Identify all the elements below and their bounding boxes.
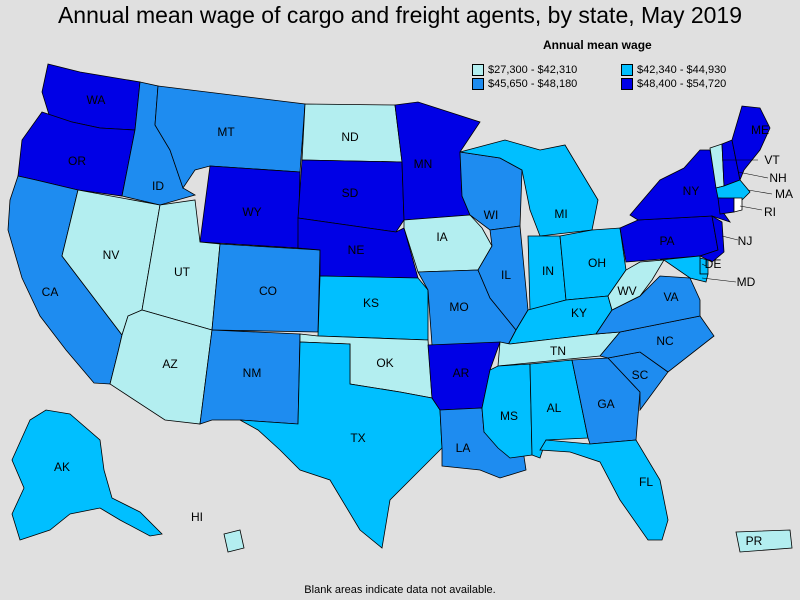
callout-line-de bbox=[701, 263, 707, 267]
label-CA: CA bbox=[42, 285, 59, 299]
label-NJ: NJ bbox=[738, 234, 753, 248]
label-TX: TX bbox=[350, 431, 365, 445]
label-AR: AR bbox=[453, 366, 470, 380]
label-MD: MD bbox=[737, 275, 756, 289]
label-AL: AL bbox=[547, 401, 562, 415]
label-MN: MN bbox=[414, 157, 433, 171]
label-NH: NH bbox=[769, 171, 786, 185]
legend-item-tier-1: $27,300 - $42,310 bbox=[472, 63, 577, 77]
label-HI: HI bbox=[191, 510, 203, 524]
state-KS[interactable] bbox=[317, 275, 429, 341]
label-KY: KY bbox=[571, 306, 587, 320]
label-AZ: AZ bbox=[162, 357, 177, 371]
label-MI: MI bbox=[554, 207, 567, 221]
callout-line-nh bbox=[737, 171, 769, 179]
state-IL[interactable] bbox=[477, 225, 529, 331]
legend-swatch-tier-2 bbox=[621, 64, 633, 76]
label-MT: MT bbox=[217, 125, 235, 139]
label-ME: ME bbox=[751, 123, 769, 137]
label-OH: OH bbox=[588, 256, 606, 270]
state-MD[interactable] bbox=[659, 255, 709, 283]
label-MO: MO bbox=[449, 300, 468, 314]
label-NY: NY bbox=[683, 184, 700, 198]
label-NV: NV bbox=[103, 248, 120, 262]
label-NM: NM bbox=[243, 366, 262, 380]
label-WA: WA bbox=[87, 93, 106, 107]
state-FL[interactable] bbox=[539, 439, 669, 541]
label-WI: WI bbox=[484, 208, 499, 222]
legend-swatch-tier-4 bbox=[621, 78, 633, 90]
state-AK[interactable] bbox=[11, 409, 163, 541]
label-AK: AK bbox=[54, 460, 70, 474]
label-ND: ND bbox=[341, 130, 359, 144]
state-MI[interactable] bbox=[459, 139, 599, 237]
legend-swatch-tier-1 bbox=[472, 64, 484, 76]
label-SC: SC bbox=[632, 368, 649, 382]
legend-title: Annual mean wage bbox=[543, 38, 652, 52]
state-HI[interactable] bbox=[223, 529, 245, 553]
state-WV[interactable] bbox=[607, 259, 665, 311]
state-RI[interactable] bbox=[733, 197, 743, 213]
state-PR[interactable] bbox=[735, 529, 793, 553]
legend-label-tier-4: $48,400 - $54,720 bbox=[637, 78, 727, 90]
label-MS: MS bbox=[500, 409, 518, 423]
state-MT[interactable] bbox=[154, 85, 306, 189]
label-LA: LA bbox=[456, 441, 471, 455]
state-OR[interactable] bbox=[17, 111, 136, 197]
callout-line-nj bbox=[721, 235, 739, 241]
label-SD: SD bbox=[342, 186, 359, 200]
callout-line-md bbox=[701, 277, 737, 283]
label-WY: WY bbox=[242, 205, 261, 219]
label-KS: KS bbox=[363, 296, 379, 310]
label-IL: IL bbox=[501, 268, 511, 282]
callout-line-ma bbox=[747, 189, 773, 195]
callout-line-ri bbox=[739, 205, 763, 211]
label-OR: OR bbox=[68, 154, 86, 168]
map-title: Annual mean wage of cargo and freight ag… bbox=[57, 2, 743, 28]
legend-label-tier-2: $42,340 - $44,930 bbox=[637, 64, 727, 76]
label-CO: CO bbox=[259, 284, 277, 298]
legend-item-tier-4: $48,400 - $54,720 bbox=[621, 77, 726, 91]
label-UT: UT bbox=[174, 265, 191, 279]
label-WV: WV bbox=[617, 284, 636, 298]
state-IA[interactable] bbox=[403, 214, 493, 273]
label-VT: VT bbox=[764, 153, 780, 167]
label-GA: GA bbox=[597, 397, 614, 411]
legend-swatch-tier-3 bbox=[472, 78, 484, 90]
footnote: Blank areas indicate data not available. bbox=[304, 584, 496, 596]
label-FL: FL bbox=[639, 475, 653, 489]
state-NJ[interactable] bbox=[698, 215, 725, 263]
label-DE: DE bbox=[705, 257, 722, 271]
state-SD[interactable] bbox=[297, 159, 405, 233]
state-TX[interactable] bbox=[239, 341, 443, 549]
label-NC: NC bbox=[656, 334, 674, 348]
label-TN: TN bbox=[550, 344, 566, 358]
legend-item-tier-3: $45,650 - $48,180 bbox=[472, 77, 577, 91]
state-AZ[interactable] bbox=[109, 309, 213, 425]
legend-item-tier-2: $42,340 - $44,930 bbox=[621, 63, 726, 77]
label-PA: PA bbox=[659, 234, 674, 248]
label-ID: ID bbox=[152, 179, 164, 193]
legend-label-tier-3: $45,650 - $48,180 bbox=[488, 78, 578, 90]
label-RI: RI bbox=[764, 205, 776, 219]
legend-label-tier-1: $27,300 - $42,310 bbox=[488, 64, 578, 76]
label-IA: IA bbox=[436, 230, 447, 244]
label-IN: IN bbox=[542, 264, 554, 278]
state-ME[interactable] bbox=[731, 105, 771, 182]
label-OK: OK bbox=[376, 356, 393, 370]
label-PR: PR bbox=[746, 534, 763, 548]
state-CT[interactable] bbox=[717, 197, 735, 215]
label-NE: NE bbox=[348, 243, 365, 257]
label-VA: VA bbox=[663, 290, 678, 304]
label-MA: MA bbox=[775, 187, 793, 201]
